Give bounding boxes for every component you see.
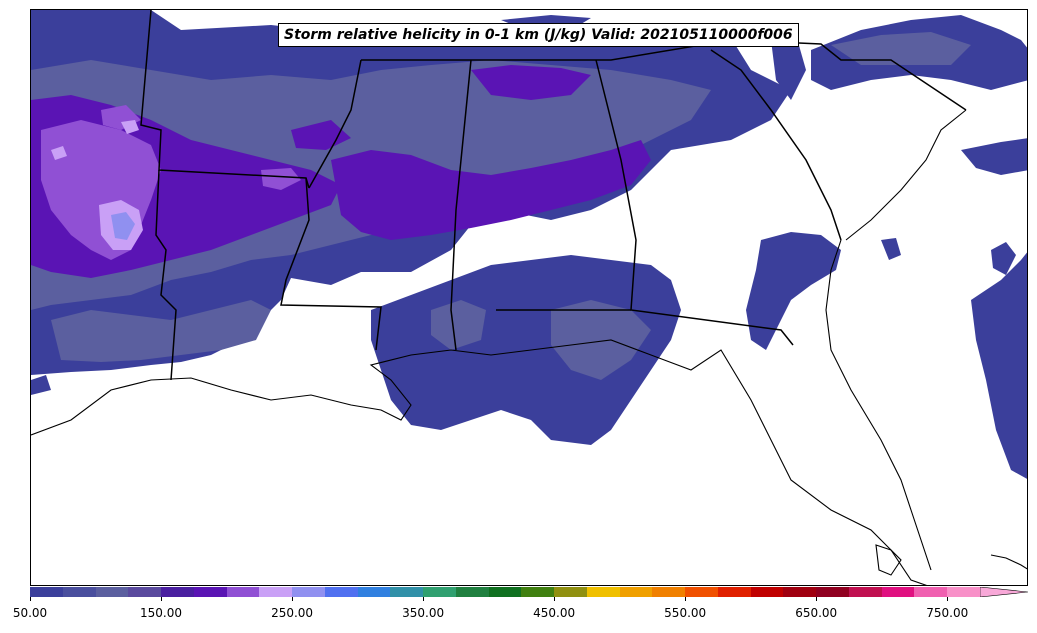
colorbar-tick-mark — [947, 597, 949, 601]
colorbar-tick-mark — [554, 597, 556, 601]
colorbar-swatch — [554, 587, 587, 597]
colorbar-tick-mark — [423, 597, 425, 601]
colorbar-swatch — [619, 587, 653, 597]
colorbar-tick-label: 450.00 — [533, 606, 576, 620]
colorbar-swatch — [881, 587, 915, 597]
colorbar-tick-mark — [292, 597, 294, 601]
helicity-300-layer — [111, 212, 135, 240]
colorbar-swatch — [816, 587, 849, 597]
colorbar-swatch — [62, 587, 96, 597]
colorbar-tick-mark — [685, 597, 687, 601]
colorbar-tick-label: 350.00 — [402, 606, 445, 620]
colorbar-swatch — [783, 587, 816, 597]
colorbar-swatch — [357, 587, 391, 597]
map-title: Storm relative helicity in 0-1 km (J/kg)… — [278, 23, 799, 47]
colorbar-swatch — [685, 587, 718, 597]
colorbar-swatch — [259, 587, 292, 597]
colorbar-swatch — [717, 587, 751, 597]
colorbar-tick-label: 550.00 — [664, 606, 707, 620]
colorbar — [30, 587, 980, 597]
colorbar-tick-label: 50.00 — [12, 606, 48, 620]
colorbar-extend-triangle — [980, 587, 1028, 597]
coastlines — [31, 109, 1027, 585]
colorbar-swatch — [521, 587, 554, 597]
colorbar-swatch — [128, 587, 161, 597]
colorbar-tick-mark — [816, 597, 818, 601]
colorbar-swatch — [423, 587, 456, 597]
colorbar-tick-label: 150.00 — [140, 606, 183, 620]
colorbar-swatch — [390, 587, 423, 597]
colorbar-swatch — [488, 587, 522, 597]
colorbar-swatch — [947, 587, 980, 597]
colorbar-swatch — [324, 587, 358, 597]
colorbar-swatch — [455, 587, 489, 597]
colorbar-tick-mark — [161, 597, 163, 601]
colorbar-tick-mark — [30, 597, 31, 601]
colorbar-swatch — [750, 587, 784, 597]
map-panel: Storm relative helicity in 0-1 km (J/kg)… — [30, 9, 1028, 586]
helicity-map — [31, 10, 1027, 585]
colorbar-swatch — [226, 587, 260, 597]
colorbar-swatch — [95, 587, 129, 597]
colorbar-swatch — [193, 587, 227, 597]
colorbar-swatch — [292, 587, 325, 597]
colorbar-tick-label: 250.00 — [271, 606, 314, 620]
colorbar-tick-label: 750.00 — [926, 606, 969, 620]
colorbar-tick-label: 650.00 — [795, 606, 838, 620]
colorbar-swatch — [652, 587, 685, 597]
colorbar-swatch — [586, 587, 620, 597]
colorbar-swatch — [30, 587, 63, 597]
colorbar-swatch — [914, 587, 947, 597]
colorbar-swatch — [848, 587, 882, 597]
colorbar-swatch — [161, 587, 194, 597]
